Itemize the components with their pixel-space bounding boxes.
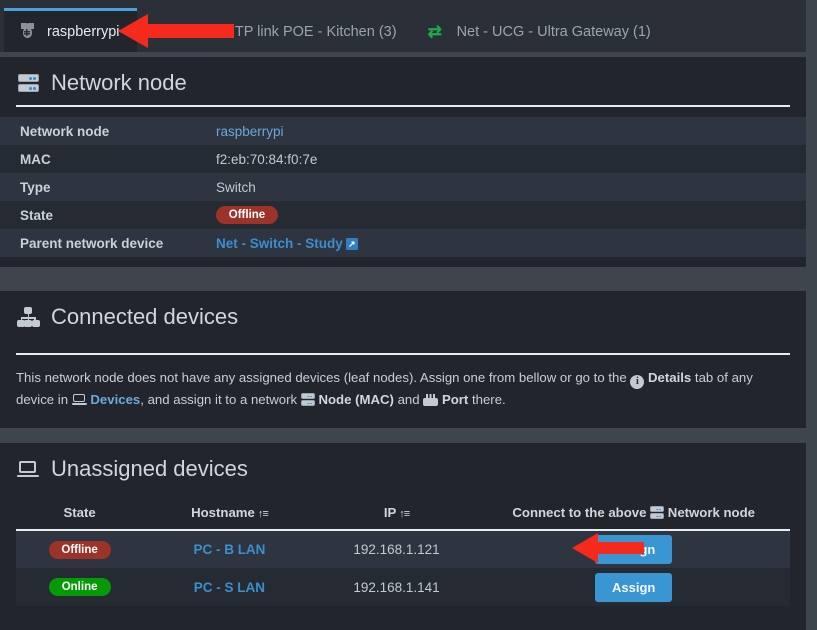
column-label: IP bbox=[383, 505, 397, 520]
assign-button[interactable]: Assign bbox=[595, 572, 673, 602]
table-row: Network node raspberrypi bbox=[0, 117, 806, 145]
network-node-panel: Network node Network node raspberrypi MA… bbox=[0, 57, 806, 267]
table-row: State Offline bbox=[0, 201, 806, 229]
server-rack-icon bbox=[300, 393, 315, 406]
info-text-part4: and bbox=[393, 392, 424, 407]
row-value: raspberrypi bbox=[196, 117, 806, 145]
column-header-hostname[interactable]: Hostname ↑≡ bbox=[143, 505, 316, 531]
laptop-icon bbox=[16, 458, 40, 480]
unassigned-devices-heading: Unassigned devices bbox=[0, 443, 806, 491]
cell-hostname: PC - B LAN bbox=[143, 530, 315, 568]
connect-prefix: Connect to the above bbox=[512, 505, 647, 520]
network-shuffle-icon: ⇄ bbox=[427, 21, 442, 41]
external-link-icon: ↗ bbox=[345, 237, 358, 250]
tab-switch-tp-link-poe-kitchen[interactable]: Switch - TP link POE - Kitchen (3) bbox=[137, 8, 414, 52]
unassigned-devices-panel: Unassigned devices State Hostname ↑≡ IP ↑≡… bbox=[0, 443, 806, 630]
devices-link[interactable]: Devices bbox=[90, 392, 141, 407]
cell-action: Assign bbox=[477, 530, 790, 568]
table-header-row: State Hostname ↑≡ IP ↑≡ Connect to the abo… bbox=[16, 505, 790, 531]
info-text-part1: This network node does not have any assi… bbox=[16, 370, 631, 385]
server-rack-icon bbox=[650, 506, 665, 519]
row-value: Offline bbox=[196, 201, 806, 229]
cell-state: Offline bbox=[16, 530, 143, 568]
divider bbox=[16, 105, 790, 107]
column-header-connect: Connect to the above Network node bbox=[477, 505, 790, 531]
row-key: Parent network device bbox=[20, 235, 164, 251]
unassigned-devices-table: State Hostname ↑≡ IP ↑≡ Connect to the abo… bbox=[16, 505, 790, 606]
cell-ip: 192.168.1.141 bbox=[353, 579, 440, 595]
panel-title: Network node bbox=[51, 70, 187, 95]
panel-title: Unassigned devices bbox=[51, 456, 248, 481]
device-tab-bar: raspberrypi Switch - TP link POE - Kitch… bbox=[0, 0, 806, 52]
details-tab-label: Details bbox=[648, 370, 692, 385]
switch-icon bbox=[151, 23, 169, 41]
row-key: MAC bbox=[20, 151, 51, 167]
table-row: MAC f2:eb:70:84:f0:7e bbox=[0, 145, 806, 173]
hostname-link[interactable]: PC - B LAN bbox=[193, 542, 266, 557]
row-value: Net - Switch - Study ↗ bbox=[196, 229, 806, 257]
table-row: Offline PC - B LAN 192.168.1.121 Assign bbox=[16, 530, 790, 568]
assign-button[interactable]: Assign bbox=[595, 535, 673, 564]
sort-icon[interactable]: ↑≡ bbox=[257, 508, 269, 520]
row-key: Network node bbox=[20, 123, 110, 139]
column-header-state: State bbox=[16, 505, 144, 531]
connect-suffix: Network node bbox=[667, 505, 755, 520]
column-header-ip[interactable]: IP ↑≡ bbox=[315, 505, 478, 531]
tab-raspberrypi[interactable]: raspberrypi bbox=[4, 8, 137, 52]
row-key: State bbox=[20, 207, 54, 223]
tab-label: Net - UCG - Ultra Gateway (1) bbox=[456, 23, 651, 40]
parent-network-device-link[interactable]: Net - Switch - Study ↗ bbox=[216, 236, 358, 251]
raspberry-pi-icon bbox=[18, 23, 36, 41]
no-assigned-devices-message: This network node does not have any assi… bbox=[16, 353, 790, 410]
row-value: f2:eb:70:84:f0:7e bbox=[216, 151, 318, 167]
cell-action: Assign bbox=[477, 568, 790, 606]
row-value: Switch bbox=[216, 179, 256, 195]
network-node-heading: Network node bbox=[0, 57, 806, 105]
tab-label: Switch - TP link POE - Kitchen (3) bbox=[179, 23, 397, 40]
connected-devices-heading: Connected devices bbox=[0, 291, 806, 339]
tab-net-ucg-ultra-gateway[interactable]: ⇄ Net - UCG - Ultra Gateway (1) bbox=[414, 8, 668, 52]
network-node-details-table: Network node raspberrypi MAC f2:eb:70:84… bbox=[0, 117, 806, 257]
network-node-link[interactable]: raspberrypi bbox=[216, 123, 284, 139]
info-circle-icon: i bbox=[630, 375, 645, 389]
parent-device-label: Net - Switch - Study bbox=[216, 235, 343, 251]
status-badge: Online bbox=[48, 578, 111, 596]
info-text-part2: tab of any device in bbox=[16, 370, 753, 407]
column-label: Hostname bbox=[191, 505, 255, 520]
status-badge: Offline bbox=[48, 540, 111, 559]
connected-devices-panel: Connected devices This network node does… bbox=[0, 291, 806, 428]
cell-ip: 192.168.1.121 bbox=[353, 542, 440, 557]
server-rack-icon bbox=[16, 72, 40, 94]
table-row: Parent network device Net - Switch - Stu… bbox=[0, 229, 806, 257]
hostname-link[interactable]: PC - S LAN bbox=[193, 579, 266, 595]
table-row: Type Switch bbox=[0, 173, 806, 201]
panel-title: Connected devices bbox=[51, 304, 239, 329]
info-text-part5: there. bbox=[468, 392, 506, 407]
cell-state: Online bbox=[16, 568, 143, 606]
laptop-icon bbox=[71, 394, 87, 406]
row-key: Type bbox=[20, 179, 51, 195]
tab-label: raspberrypi bbox=[47, 23, 120, 40]
status-badge: Offline bbox=[216, 206, 278, 224]
table-row: Online PC - S LAN 192.168.1.141 Assign bbox=[16, 568, 790, 606]
sitemap-icon bbox=[16, 306, 40, 328]
port-icon bbox=[423, 394, 439, 406]
info-text-part3: , and assign it to a network bbox=[140, 392, 301, 407]
node-mac-label: Node (MAC) bbox=[318, 392, 394, 407]
port-label: Port bbox=[441, 392, 469, 407]
cell-hostname: PC - S LAN bbox=[143, 568, 315, 606]
sort-icon[interactable]: ↑≡ bbox=[399, 508, 410, 520]
